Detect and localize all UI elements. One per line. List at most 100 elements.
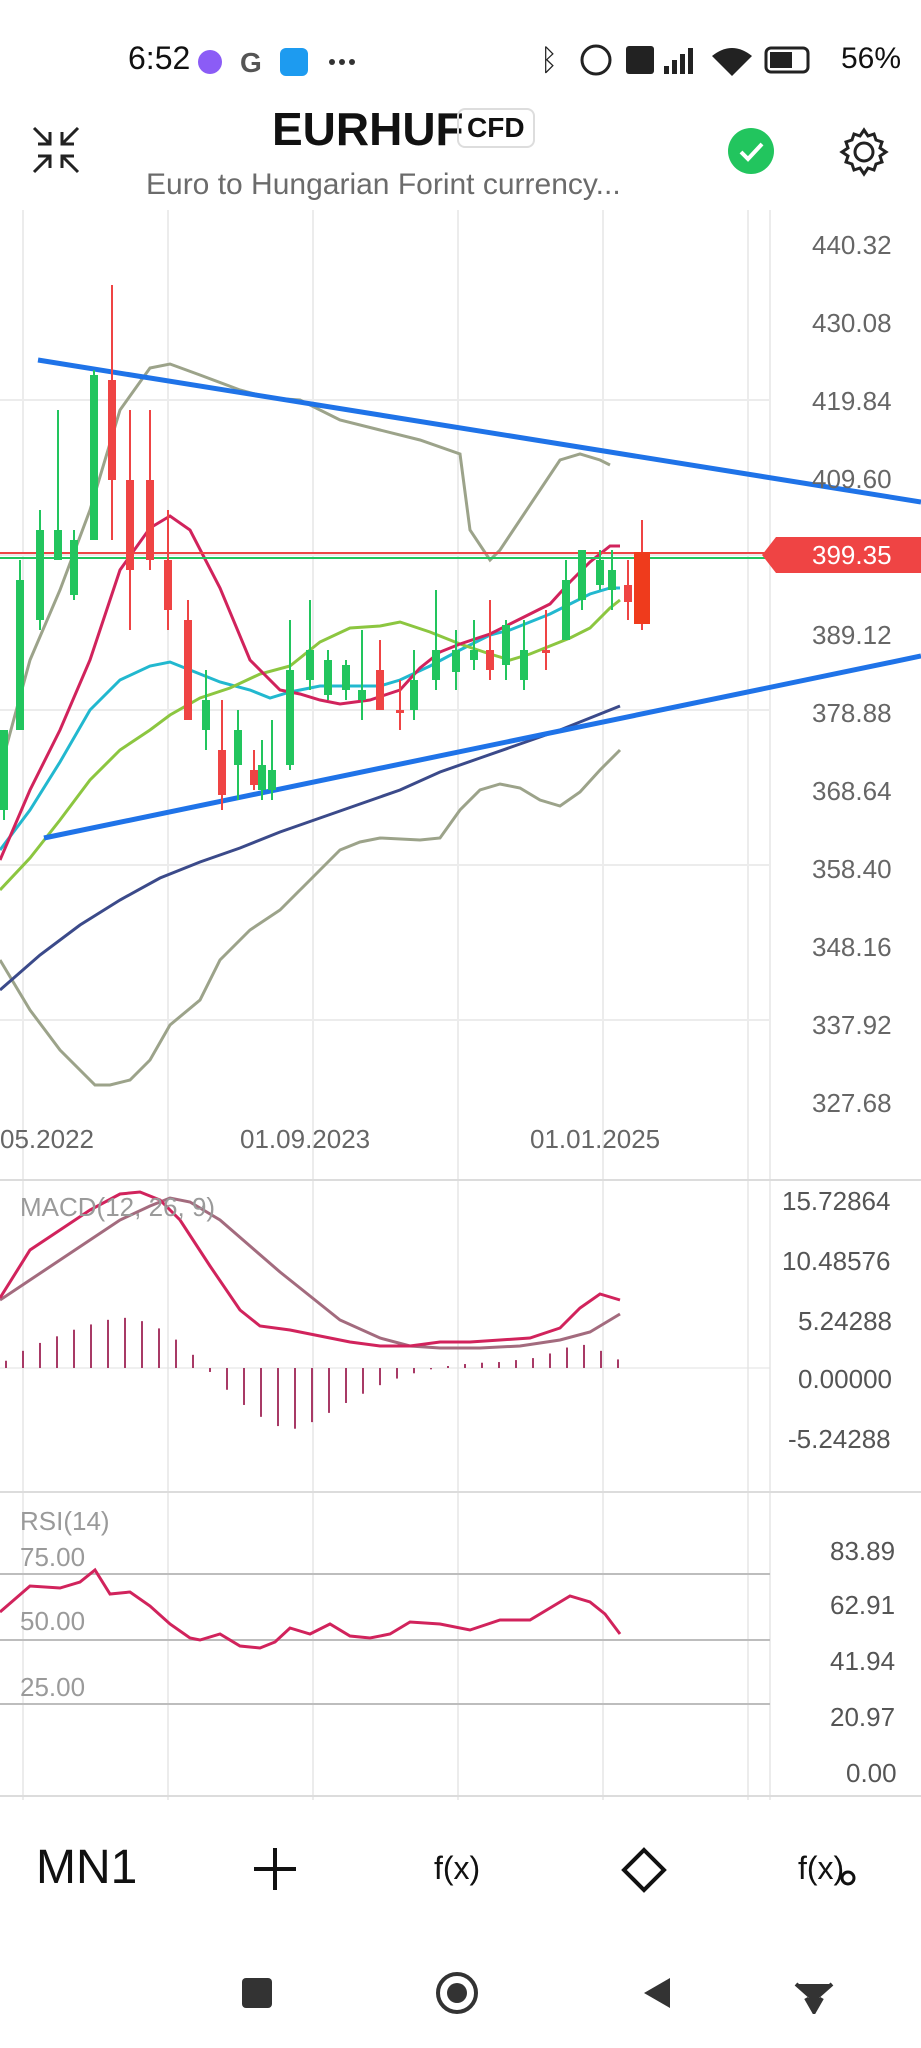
bollinger-lower [0,748,622,1087]
date-tick: 05.2022 [0,1124,94,1154]
candle-body [452,650,460,672]
candle-body-current [634,552,650,624]
price-tick: 419.84 [812,386,892,416]
rsi-line [0,1567,622,1650]
candle-body [108,380,116,480]
candle-body [258,765,266,790]
candle-body [502,625,510,665]
macd-tick: 5.24288 [798,1306,892,1336]
rsi-level-label: 75.00 [20,1542,86,1572]
candle-body [164,560,172,610]
status-app-icons: G [198,47,355,78]
twitter-icon [280,48,308,76]
assistant-icon[interactable] [794,1970,834,2014]
rsi-level-label: 50.00 [20,1606,86,1636]
connection-status-icon [728,128,774,174]
candle-body [470,650,478,660]
price-tick: 389.12 [812,620,892,650]
symbol-title: EURHUF [272,103,464,155]
candle-body [70,540,78,595]
rsi-tick: 0.00 [846,1758,897,1788]
candle-body [542,650,550,653]
candle-body [396,710,404,713]
candle-body [202,700,210,730]
sma-long [0,704,621,992]
rsi-tick: 83.89 [830,1536,896,1566]
candle-body [520,650,528,680]
status-time: 6:52 [128,40,191,76]
r-icon [580,44,612,76]
candle-body [342,665,350,690]
price-tick: 378.88 [812,698,892,728]
candle-body [16,580,24,730]
signal-icon [664,48,693,74]
drawing-tools-icon[interactable] [620,1846,668,1894]
macd-title: MACD(12, 26, 9) [20,1192,216,1222]
minimize-arrows-icon[interactable] [30,124,82,176]
timeframe-button[interactable]: MN1 [36,1841,138,1894]
candle-body [234,730,242,765]
macd-line [0,1190,621,1348]
volte-icon [626,46,654,74]
recent-apps-icon[interactable] [240,1976,274,2010]
candle-body [358,690,366,700]
candle-body [306,650,314,680]
more-dots-icon [329,59,355,65]
battery-percent: 56% [840,42,901,75]
rsi-tick: 41.94 [830,1646,896,1676]
current-price-label: 399.35 [812,540,892,570]
trendline-lower [43,653,921,841]
candle-body [562,580,570,640]
macd-signal-line [0,1196,621,1350]
candle-body [268,770,276,790]
candle-body [184,620,192,720]
price-tick: 358.40 [812,854,892,884]
candle-body [608,570,616,590]
price-tick: 337.92 [812,1010,892,1040]
candle-body [432,650,440,680]
price-chart[interactable] [0,210,921,1800]
back-icon[interactable] [640,1976,674,2010]
chart-vertical-grid [22,210,771,1800]
candle-body [324,660,332,695]
bluetooth-icon: ᛒ [540,43,558,78]
candle-body [286,670,294,765]
candle-body [624,585,632,602]
candle-body [218,750,226,795]
battery-icon [764,46,810,74]
candle-body [126,480,134,570]
macd-tick: 15.72864 [782,1186,891,1216]
rsi-tick: 62.91 [830,1590,896,1620]
macd-tick: -5.24288 [788,1424,891,1454]
rsi-title: RSI(14) [20,1506,110,1536]
wifi-icon [712,48,752,76]
add-object-icon[interactable] [252,1846,298,1892]
date-tick: 01.09.2023 [240,1124,371,1154]
candle-body [486,650,494,670]
messenger-icon [198,50,222,74]
macd-tick: 10.48576 [782,1246,891,1276]
candle-body [596,560,604,585]
price-tick: 430.08 [812,308,892,338]
date-tick: 01.01.2025 [530,1124,661,1154]
ma-green [0,598,621,892]
macd-histogram [5,1317,619,1429]
trendline-upper [37,357,921,505]
candle-body [54,530,62,560]
symbol-description: Euro to Hungarian Forint currency... [146,168,621,201]
price-tick: 368.64 [812,776,892,806]
indicators-button[interactable]: f(x) [434,1850,481,1886]
price-tick: 440.32 [812,230,892,260]
candle-body [146,480,154,560]
status-system-icons: ᛒ [540,43,810,78]
settings-small-icon [840,1870,856,1886]
indicator-settings-button[interactable]: f(x) [798,1850,845,1886]
home-icon[interactable] [434,1970,480,2016]
candlesticks [0,285,650,820]
settings-gear-icon[interactable] [838,126,890,178]
candle-body [250,770,258,785]
google-icon: G [240,47,262,78]
candle-body [376,670,384,710]
candle-body [410,680,418,710]
price-tick: 348.16 [812,932,892,962]
